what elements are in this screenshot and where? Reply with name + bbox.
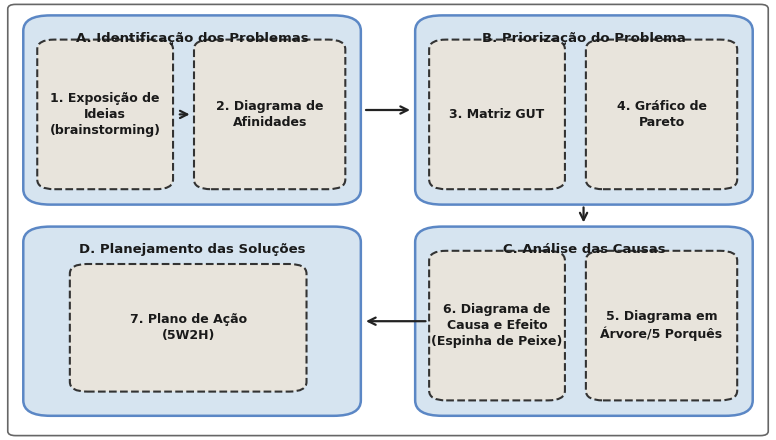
FancyBboxPatch shape [194, 40, 345, 189]
FancyBboxPatch shape [415, 227, 753, 416]
Text: 6. Diagrama de
Causa e Efeito
(Espinha de Peixe): 6. Diagrama de Causa e Efeito (Espinha d… [431, 303, 563, 348]
FancyBboxPatch shape [586, 40, 737, 189]
FancyBboxPatch shape [23, 15, 361, 205]
FancyBboxPatch shape [23, 227, 361, 416]
Text: 1. Exposição de
Ideias
(brainstorming): 1. Exposição de Ideias (brainstorming) [50, 92, 161, 137]
Text: 7. Plano de Ação
(5W2H): 7. Plano de Ação (5W2H) [130, 313, 247, 342]
Text: C. Análise das Causas: C. Análise das Causas [503, 243, 665, 256]
Text: 2. Diagrama de
Afinidades: 2. Diagrama de Afinidades [216, 100, 324, 129]
Text: 4. Gráfico de
Pareto: 4. Gráfico de Pareto [617, 100, 706, 129]
Text: A. Identificação dos Problemas: A. Identificação dos Problemas [76, 32, 308, 44]
FancyBboxPatch shape [429, 251, 565, 400]
Text: 5. Diagrama em
Árvore/5 Porquês: 5. Diagrama em Árvore/5 Porquês [601, 310, 722, 341]
FancyBboxPatch shape [415, 15, 753, 205]
FancyBboxPatch shape [70, 264, 307, 392]
Text: D. Planejamento das Soluções: D. Planejamento das Soluções [79, 243, 305, 256]
FancyBboxPatch shape [586, 251, 737, 400]
FancyBboxPatch shape [37, 40, 173, 189]
Text: 3. Matriz GUT: 3. Matriz GUT [449, 108, 545, 121]
Text: B. Priorização do Problema: B. Priorização do Problema [482, 32, 686, 44]
FancyBboxPatch shape [429, 40, 565, 189]
